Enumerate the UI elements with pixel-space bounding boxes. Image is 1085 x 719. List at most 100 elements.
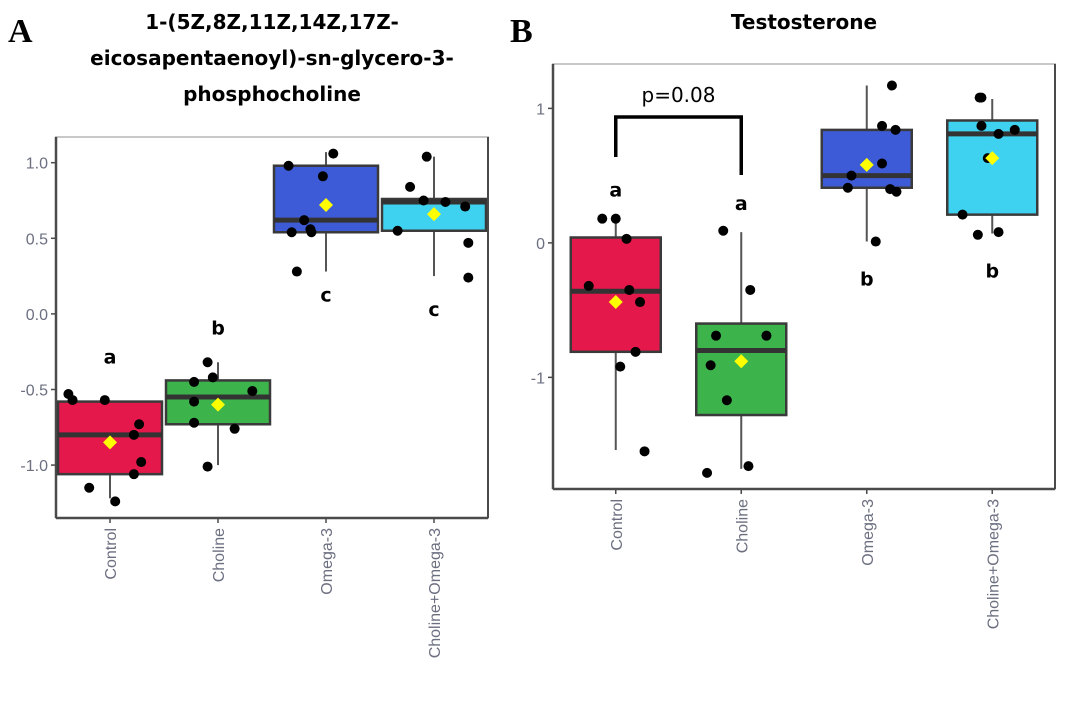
data-point <box>993 128 1004 139</box>
data-point <box>890 124 901 135</box>
panel-b-box-omega-3 <box>820 80 913 247</box>
data-point <box>761 330 772 341</box>
panel-b-plot: 1 0 -1 Control Choline Omega-3 Choline+Omega-3… <box>531 63 1056 629</box>
panel-b-significance-letter: b <box>985 260 999 282</box>
panel-b-comparison-bracket: p=0.08 <box>614 83 743 175</box>
data-point <box>128 429 139 440</box>
panel-a-y-tick-label: 0.0 <box>26 307 48 324</box>
data-point <box>743 461 754 472</box>
data-point <box>202 357 213 368</box>
data-point <box>718 225 729 236</box>
mean-marker <box>608 295 623 310</box>
data-point <box>877 158 888 169</box>
panel-b-significance-letter: a <box>609 180 622 202</box>
panel-b-x-tick-label: Choline <box>734 499 751 553</box>
panel-b-box-choline-omega-3 <box>946 92 1039 240</box>
panel-a-box-choline <box>164 357 272 472</box>
data-point <box>291 266 302 277</box>
mean-marker <box>103 435 117 450</box>
box-iqr <box>569 236 662 354</box>
panel-a-significance-letter: c <box>428 299 439 321</box>
data-point <box>957 209 968 220</box>
data-point <box>110 496 121 507</box>
panel-a-box-control <box>56 389 164 507</box>
data-point <box>189 396 200 407</box>
panel-a-title: 1-(5Z,8Z,11Z,14Z,17Z- eicosapentaenoyl)-… <box>90 10 454 106</box>
panel-a-x-tick-label: Control <box>103 528 120 580</box>
panel-a-title-line-3: phosphocholine <box>183 82 361 106</box>
data-point <box>136 457 147 468</box>
mean-marker <box>319 198 333 213</box>
data-point <box>621 233 632 244</box>
data-point <box>972 229 983 240</box>
data-point <box>189 417 200 428</box>
mean-marker <box>427 207 441 222</box>
data-point <box>299 215 310 226</box>
data-point <box>128 469 139 480</box>
data-point <box>635 297 646 308</box>
panel-a-y-tick-label: -0.5 <box>20 382 48 399</box>
mean-marker <box>211 397 225 412</box>
data-point <box>286 227 297 238</box>
data-point <box>630 346 641 357</box>
data-point <box>392 225 403 236</box>
panel-a-significance-letter: c <box>320 285 331 307</box>
panel-b-significance-letter: a <box>735 193 748 215</box>
data-point <box>189 376 200 387</box>
panel-a-significance-letter: b <box>211 317 225 339</box>
panel-b-x-tick-label: Choline+Omega-3 <box>985 499 1002 629</box>
data-point <box>711 330 722 341</box>
panel-a-title-line-1: 1-(5Z,8Z,11Z,14Z,17Z- <box>145 10 399 34</box>
panel-b-x-tick-label: Control <box>609 499 626 551</box>
panel-letter-a: A <box>8 13 33 50</box>
data-point <box>317 171 328 182</box>
data-point <box>405 181 416 192</box>
panel-b: B Testosterone 1 0 -1 Control Choline Omega-3… <box>510 10 1056 629</box>
data-point <box>67 395 78 406</box>
data-point <box>993 227 1004 238</box>
panel-b-y-tick-label: 0 <box>536 236 545 253</box>
data-point <box>610 213 621 224</box>
mean-marker <box>985 151 1000 166</box>
data-point <box>440 197 451 208</box>
bracket-line <box>614 115 743 175</box>
data-point <box>207 372 218 383</box>
panel-a-y-tick-label: 0.5 <box>26 231 48 248</box>
panel-a: A 1-(5Z,8Z,11Z,14Z,17Z- eicosapentaenoyl… <box>8 10 489 658</box>
panel-b-box-control <box>569 213 662 457</box>
panel-a-x-tick-label: Omega-3 <box>319 528 336 595</box>
panel-a-y-tick-label: 1.0 <box>26 156 48 173</box>
data-point <box>842 182 853 193</box>
data-point <box>745 284 756 295</box>
panel-b-y-tick-label: 1 <box>536 101 545 118</box>
panel-b-significance-letter: b <box>860 269 874 291</box>
data-point <box>870 236 881 247</box>
data-point <box>624 284 635 295</box>
data-point <box>99 395 110 406</box>
data-point <box>202 461 213 472</box>
data-point <box>247 386 258 396</box>
data-point <box>306 227 317 238</box>
data-point <box>721 395 732 406</box>
data-point <box>229 423 240 434</box>
data-point <box>418 195 429 206</box>
data-point <box>597 213 608 224</box>
panel-a-box-omega-3 <box>272 148 380 277</box>
data-point <box>328 148 339 159</box>
panel-a-significance-letter: a <box>104 347 117 369</box>
panel-a-x-tick-label: Choline <box>211 528 228 582</box>
data-point <box>134 419 145 430</box>
data-point <box>846 170 857 181</box>
panel-a-box-choline-omega-3 <box>380 151 488 283</box>
panel-b-title: Testosterone <box>731 10 877 34</box>
data-point <box>463 272 474 283</box>
data-point <box>705 360 716 371</box>
mean-marker <box>734 354 749 369</box>
data-point <box>615 361 626 372</box>
data-point <box>891 186 902 197</box>
data-point <box>460 201 471 212</box>
data-point <box>976 92 987 103</box>
panel-letter-b: B <box>510 13 533 50</box>
panel-b-y-tick-label: -1 <box>531 370 545 387</box>
